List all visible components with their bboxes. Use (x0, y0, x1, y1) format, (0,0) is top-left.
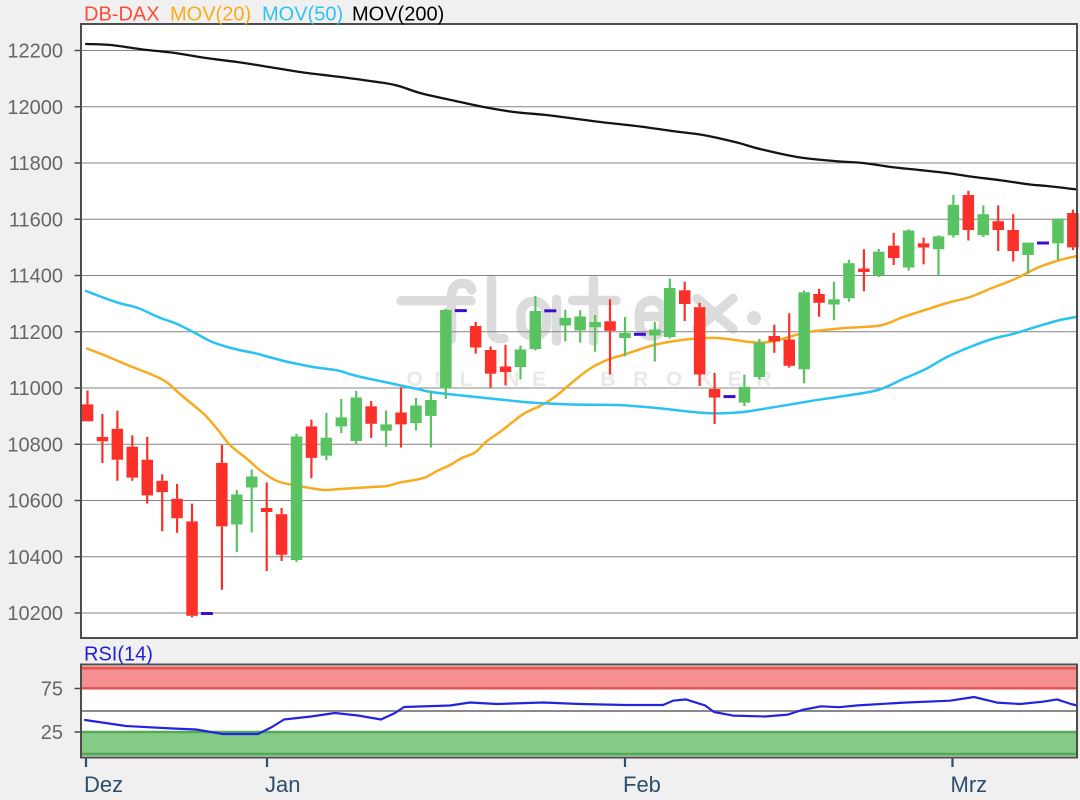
svg-text:25: 25 (41, 722, 63, 744)
svg-text:L: L (460, 368, 473, 391)
svg-text:11600: 11600 (9, 209, 63, 231)
svg-text:E: E (532, 368, 546, 391)
svg-text:10200: 10200 (7, 603, 63, 625)
svg-text:MOV(200): MOV(200) (352, 4, 444, 26)
svg-text:10600: 10600 (7, 491, 63, 513)
svg-text:B: B (600, 368, 615, 391)
svg-text:12000: 12000 (7, 97, 63, 119)
svg-text:MOV(50): MOV(50) (262, 4, 343, 26)
svg-text:11800: 11800 (9, 153, 63, 175)
svg-text:R: R (633, 368, 648, 391)
svg-text:E: E (728, 368, 742, 391)
svg-text:Dez: Dez (84, 772, 123, 797)
svg-text:Jan: Jan (265, 772, 300, 797)
svg-text:DB-DAX: DB-DAX (84, 4, 160, 26)
svg-text:O: O (407, 368, 423, 391)
svg-text:11400: 11400 (9, 266, 63, 288)
svg-text:75: 75 (41, 679, 63, 701)
svg-text:O: O (666, 368, 682, 391)
svg-text:Feb: Feb (623, 772, 661, 797)
svg-text:10400: 10400 (7, 547, 63, 569)
svg-text:RSI(14): RSI(14) (84, 644, 153, 666)
svg-text:Mrz: Mrz (951, 772, 988, 797)
svg-text:11200: 11200 (9, 322, 63, 344)
svg-text:10800: 10800 (7, 434, 63, 456)
svg-text:N: N (504, 368, 519, 391)
svg-text:11000: 11000 (9, 378, 63, 400)
svg-text:MOV(20): MOV(20) (170, 4, 251, 26)
svg-text:12200: 12200 (7, 41, 63, 63)
